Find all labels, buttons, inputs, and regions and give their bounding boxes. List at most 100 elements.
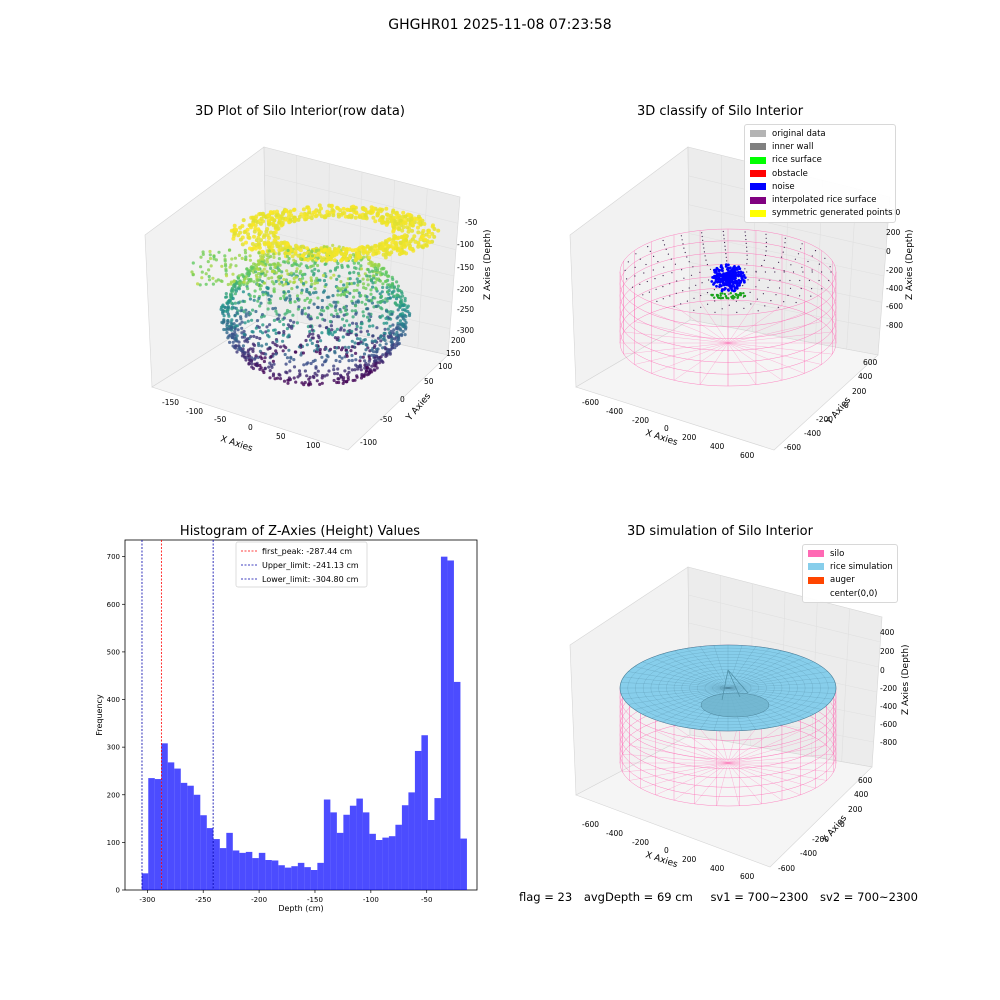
raw-point <box>381 272 385 276</box>
raw-point <box>385 299 389 303</box>
raw-point <box>345 207 350 212</box>
interpolated-point <box>824 257 826 259</box>
raw-point <box>231 340 235 344</box>
histogram-bar <box>141 873 149 890</box>
legend-entry: auger <box>808 574 892 587</box>
raw-point <box>258 211 263 216</box>
raw-point <box>353 378 357 382</box>
raw-point <box>367 372 371 376</box>
interpolated-point <box>675 292 677 294</box>
interpolated-point <box>765 237 767 239</box>
raw-point <box>309 298 313 302</box>
raw-point <box>408 246 413 251</box>
legend-swatch <box>750 196 766 204</box>
raw-point <box>352 289 356 293</box>
raw-point <box>234 264 238 268</box>
raw-point <box>224 328 228 332</box>
raw-point <box>327 213 331 218</box>
raw-point <box>401 225 406 230</box>
raw-point <box>309 216 314 221</box>
noise-point <box>711 276 714 279</box>
raw-point <box>288 300 293 305</box>
raw-point <box>321 256 326 261</box>
legend-swatch <box>750 156 766 164</box>
raw-point <box>233 313 237 317</box>
raw-point <box>331 294 335 298</box>
raw-point <box>380 314 384 318</box>
surface-mesh-spoke <box>727 666 822 689</box>
raw-point <box>399 328 403 332</box>
raw-point <box>336 367 340 371</box>
raw-point <box>307 377 311 381</box>
noise-point <box>733 289 737 292</box>
silo-radial <box>673 342 729 381</box>
raw-point <box>345 380 349 384</box>
raw-point <box>334 304 338 308</box>
raw-point <box>287 376 291 380</box>
noise-point <box>735 285 739 289</box>
raw-point <box>334 300 338 304</box>
raw-point <box>232 231 237 236</box>
raw-point <box>356 283 360 287</box>
raw-point <box>295 321 299 325</box>
surface-mesh-spoke <box>727 661 814 689</box>
legend-entry: silo <box>808 547 892 560</box>
rice-surface-point <box>713 296 716 299</box>
raw-point <box>371 334 375 338</box>
histogram-bar <box>453 681 461 890</box>
raw-point <box>383 338 387 342</box>
interpolated-point <box>714 311 716 313</box>
raw-point <box>235 334 239 338</box>
histogram-bar <box>304 867 311 890</box>
raw-point <box>361 282 366 286</box>
surface-mesh-spoke <box>727 657 805 689</box>
raw-point <box>250 318 254 322</box>
raw-point <box>281 333 285 337</box>
histogram-x-ticks: -300 -250 -200 -150 -100 -50 <box>139 890 432 904</box>
raw-point <box>241 290 245 294</box>
raw-point <box>403 296 407 301</box>
raw-point <box>371 281 375 285</box>
raw-point <box>256 341 261 346</box>
raw-point <box>265 260 269 264</box>
raw-point <box>207 268 211 272</box>
raw-point <box>243 248 247 252</box>
interpolated-point <box>811 255 813 257</box>
raw-point <box>252 334 256 338</box>
cls-xtick: 0 <box>664 424 669 433</box>
raw-point <box>392 215 397 220</box>
raw-point <box>274 271 278 275</box>
raw-point <box>302 215 306 219</box>
raw-point <box>229 289 233 293</box>
raw-3d-plot: -150 -100 -50 0 50 100 -100 -50 0 50 100… <box>144 146 493 454</box>
histogram-bars <box>141 556 467 890</box>
raw-point <box>328 269 333 273</box>
interpolated-point <box>746 258 748 260</box>
interpolated-point <box>703 251 705 253</box>
interpolated-point <box>657 261 659 263</box>
raw-point <box>370 263 375 267</box>
raw-point <box>375 366 379 370</box>
raw-point <box>236 301 240 305</box>
raw-ytick: 200 <box>451 336 466 345</box>
raw-point <box>365 329 370 333</box>
interpolated-point <box>693 309 695 311</box>
noise-point <box>714 277 718 280</box>
raw-point <box>256 282 260 286</box>
raw-point <box>224 264 228 268</box>
histogram-bar <box>252 858 259 890</box>
raw-ytick: 50 <box>424 377 434 386</box>
silo-radial <box>727 305 783 344</box>
x-tick-label: -100 <box>363 896 379 904</box>
raw-point <box>374 304 378 308</box>
raw-point <box>266 291 270 295</box>
raw-point <box>265 257 269 262</box>
raw-point <box>238 322 242 326</box>
raw-point <box>246 319 250 323</box>
histogram-bar <box>239 852 246 890</box>
raw-point <box>384 270 388 274</box>
silo-radial <box>727 762 834 773</box>
raw-point <box>373 262 377 266</box>
raw-point <box>269 355 273 359</box>
raw-point <box>354 327 358 331</box>
